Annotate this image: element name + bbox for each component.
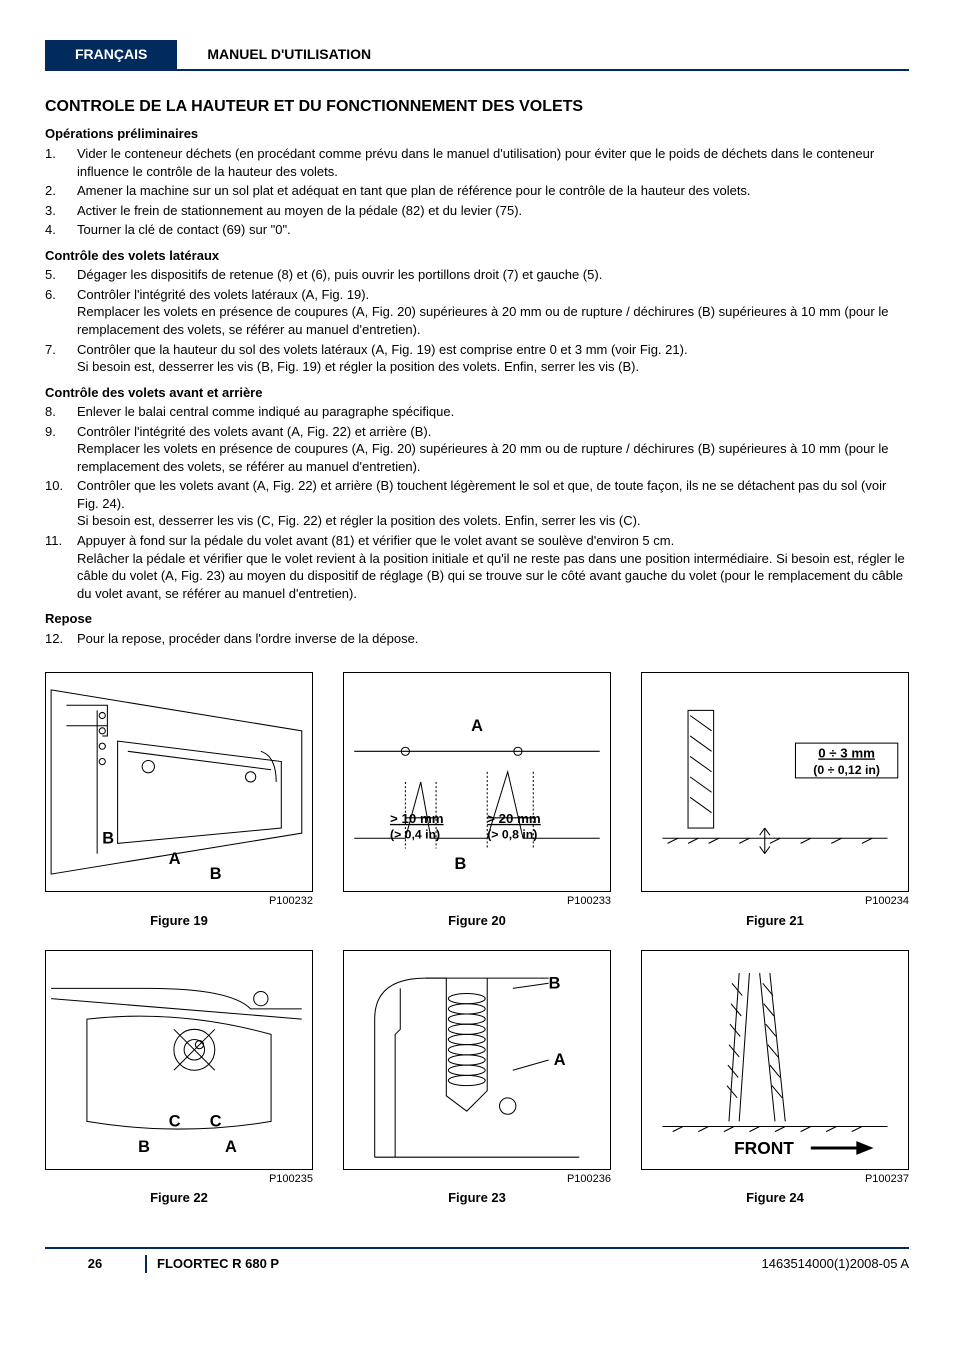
header-bar: FRANÇAIS MANUEL D'UTILISATION <box>45 40 909 71</box>
dim-03mm-paren: (0 ÷ 0,12 in) <box>813 763 880 777</box>
figure-cell: A B B P100232 Figure 19 <box>45 672 313 929</box>
figure-box: 0 ÷ 3 mm (0 ÷ 0,12 in) <box>641 672 909 892</box>
lateral-list: 5.Dégager les dispositifs de retenue (8)… <box>45 266 909 375</box>
figure-code: P100237 <box>641 1172 909 1187</box>
list-text: Dégager les dispositifs de retenue (8) e… <box>77 266 909 284</box>
figure-code: P100233 <box>343 894 611 909</box>
figure-label-a: A <box>225 1138 237 1156</box>
dim-10mm: > 10 mm <box>390 811 444 826</box>
figure-box: A B B <box>45 672 313 892</box>
page-footer: 26 FLOORTEC R 680 P 1463514000(1)2008-05… <box>45 1247 909 1273</box>
figure-20-svg: A > 10 mm (> 0,4 in) > 20 mm (> 0,8 in) … <box>344 673 610 891</box>
figure-label-c: C <box>210 1112 222 1130</box>
list-text: Contrôler l'intégrité des volets avant (… <box>77 423 909 476</box>
figure-label-c: C <box>169 1112 181 1130</box>
product-name: FLOORTEC R 680 P <box>157 1255 762 1273</box>
frontrear-heading: Contrôle des volets avant et arrière <box>45 384 909 402</box>
list-number: 3. <box>45 202 77 220</box>
repose-heading: Repose <box>45 610 909 628</box>
list-text: Contrôler l'intégrité des volets latérau… <box>77 286 909 339</box>
figure-22-svg: C C B A <box>46 951 312 1169</box>
figure-label-b: B <box>138 1138 150 1156</box>
figures-grid: A B B P100232 Figure 19 <box>45 672 909 1207</box>
list-number: 11. <box>45 532 77 602</box>
section-title: CONTROLE DE LA HAUTEUR ET DU FONCTIONNEM… <box>45 96 909 118</box>
lateral-heading: Contrôle des volets latéraux <box>45 247 909 265</box>
dim-10mm-paren: (> 0,4 in) <box>390 828 440 842</box>
list-number: 4. <box>45 221 77 239</box>
list-text: Contrôler que la hauteur du sol des vole… <box>77 341 909 376</box>
list-number: 1. <box>45 145 77 180</box>
figure-label-a: A <box>554 1051 566 1069</box>
figure-cell: C C B A P100235 Figure 22 <box>45 950 313 1207</box>
figure-caption: Figure 24 <box>641 1189 909 1207</box>
dim-20mm-paren: (> 0,8 in) <box>487 828 537 842</box>
figure-cell: FRONT P100237 Figure 24 <box>641 950 909 1207</box>
figure-box: FRONT <box>641 950 909 1170</box>
figure-code: P100234 <box>641 894 909 909</box>
figure-23-svg: B A <box>344 951 610 1169</box>
figure-label-b: B <box>102 830 114 848</box>
page-number: 26 <box>45 1255 145 1273</box>
list-text: Amener la machine sur un sol plat et adé… <box>77 182 909 200</box>
language-tab: FRANÇAIS <box>45 40 177 69</box>
figure-24-svg: FRONT <box>642 951 908 1169</box>
figure-box: B A <box>343 950 611 1170</box>
figure-caption: Figure 19 <box>45 912 313 930</box>
front-label: FRONT <box>734 1138 794 1158</box>
figure-box: A > 10 mm (> 0,4 in) > 20 mm (> 0,8 in) … <box>343 672 611 892</box>
figure-cell: A > 10 mm (> 0,4 in) > 20 mm (> 0,8 in) … <box>343 672 611 929</box>
dim-03mm: 0 ÷ 3 mm <box>818 746 875 761</box>
list-number: 5. <box>45 266 77 284</box>
list-number: 6. <box>45 286 77 339</box>
manual-title: MANUEL D'UTILISATION <box>207 45 371 64</box>
list-text: Tourner la clé de contact (69) sur "0". <box>77 221 909 239</box>
figure-caption: Figure 20 <box>343 912 611 930</box>
list-number: 9. <box>45 423 77 476</box>
document-code: 1463514000(1)2008-05 A <box>762 1255 909 1273</box>
dim-20mm: > 20 mm <box>487 811 541 826</box>
list-number: 7. <box>45 341 77 376</box>
list-number: 12. <box>45 630 77 648</box>
list-number: 8. <box>45 403 77 421</box>
list-number: 10. <box>45 477 77 530</box>
figure-label-b: B <box>549 974 561 992</box>
prelim-list: 1.Vider le conteneur déchets (en procéda… <box>45 145 909 239</box>
figure-21-svg: 0 ÷ 3 mm (0 ÷ 0,12 in) <box>642 673 908 891</box>
list-text: Enlever le balai central comme indiqué a… <box>77 403 909 421</box>
figure-caption: Figure 23 <box>343 1189 611 1207</box>
figure-code: P100236 <box>343 1172 611 1187</box>
footer-divider <box>145 1255 147 1273</box>
list-text: Activer le frein de stationnement au moy… <box>77 202 909 220</box>
prelim-heading: Opérations préliminaires <box>45 125 909 143</box>
figure-label-b: B <box>210 865 222 883</box>
figure-caption: Figure 21 <box>641 912 909 930</box>
list-text: Pour la repose, procéder dans l'ordre in… <box>77 630 909 648</box>
list-text: Appuyer à fond sur la pédale du volet av… <box>77 532 909 602</box>
figure-code: P100235 <box>45 1172 313 1187</box>
figure-label-a: A <box>169 850 181 868</box>
figure-cell: 0 ÷ 3 mm (0 ÷ 0,12 in) P100234 Figure 21 <box>641 672 909 929</box>
figure-cell: B A P100236 Figure 23 <box>343 950 611 1207</box>
figure-caption: Figure 22 <box>45 1189 313 1207</box>
list-text: Vider le conteneur déchets (en procédant… <box>77 145 909 180</box>
figure-label-a: A <box>471 717 483 735</box>
list-number: 2. <box>45 182 77 200</box>
figure-box: C C B A <box>45 950 313 1170</box>
frontrear-list: 8.Enlever le balai central comme indiqué… <box>45 403 909 602</box>
figure-19-svg: A B B <box>46 673 312 891</box>
figure-label-b: B <box>454 855 466 873</box>
repose-list: 12.Pour la repose, procéder dans l'ordre… <box>45 630 909 648</box>
list-text: Contrôler que les volets avant (A, Fig. … <box>77 477 909 530</box>
figure-code: P100232 <box>45 894 313 909</box>
